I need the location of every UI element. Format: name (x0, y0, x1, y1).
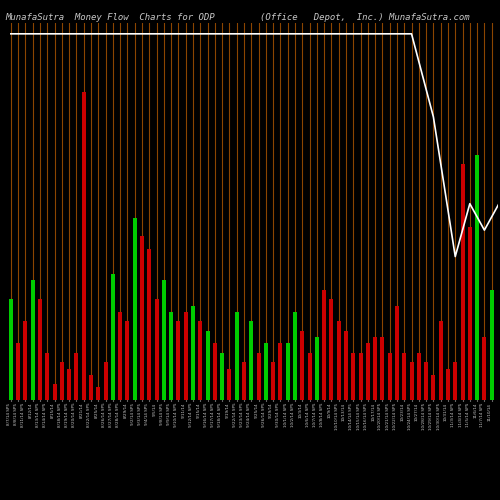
Bar (490, 290, 494, 400)
Bar (380, 337, 384, 400)
Bar (126, 322, 130, 400)
Bar (373, 337, 377, 400)
Bar (468, 227, 472, 400)
Bar (206, 331, 210, 400)
Bar (402, 353, 406, 400)
Bar (410, 362, 414, 400)
Bar (220, 353, 224, 400)
Bar (82, 92, 86, 400)
Bar (322, 290, 326, 400)
Bar (366, 344, 370, 400)
Bar (140, 236, 144, 400)
Bar (344, 331, 348, 400)
Bar (475, 154, 479, 400)
Bar (38, 300, 42, 400)
Bar (388, 353, 392, 400)
Bar (191, 306, 195, 400)
Bar (16, 344, 20, 400)
Bar (271, 362, 275, 400)
Bar (432, 375, 436, 400)
Bar (176, 322, 180, 400)
Bar (234, 312, 238, 400)
Bar (132, 218, 136, 400)
Bar (336, 322, 340, 400)
Bar (184, 312, 188, 400)
Bar (278, 344, 282, 400)
Bar (198, 322, 202, 400)
Bar (242, 362, 246, 400)
Bar (30, 280, 34, 400)
Bar (446, 368, 450, 400)
Bar (358, 353, 362, 400)
Bar (96, 388, 100, 400)
Bar (228, 368, 232, 400)
Text: (Office   Depot,  Inc.) MunafaSutra.com: (Office Depot, Inc.) MunafaSutra.com (260, 12, 470, 22)
Bar (286, 344, 290, 400)
Bar (213, 344, 217, 400)
Bar (293, 312, 297, 400)
Bar (300, 331, 304, 400)
Bar (60, 362, 64, 400)
Bar (424, 362, 428, 400)
Bar (438, 322, 442, 400)
Bar (147, 249, 152, 400)
Bar (351, 353, 356, 400)
Bar (308, 353, 312, 400)
Bar (460, 164, 464, 400)
Bar (24, 322, 28, 400)
Bar (395, 306, 399, 400)
Bar (104, 362, 108, 400)
Bar (162, 280, 166, 400)
Text: MunafaSutra  Money Flow  Charts for ODP: MunafaSutra Money Flow Charts for ODP (5, 12, 214, 22)
Bar (154, 300, 158, 400)
Bar (482, 337, 486, 400)
Bar (111, 274, 115, 400)
Bar (74, 353, 78, 400)
Bar (315, 337, 319, 400)
Bar (256, 353, 260, 400)
Bar (46, 353, 50, 400)
Bar (417, 353, 421, 400)
Bar (453, 362, 457, 400)
Bar (249, 322, 254, 400)
Bar (67, 368, 71, 400)
Bar (169, 312, 173, 400)
Bar (264, 344, 268, 400)
Bar (9, 300, 13, 400)
Bar (118, 312, 122, 400)
Bar (52, 384, 56, 400)
Bar (330, 300, 334, 400)
Bar (89, 375, 93, 400)
